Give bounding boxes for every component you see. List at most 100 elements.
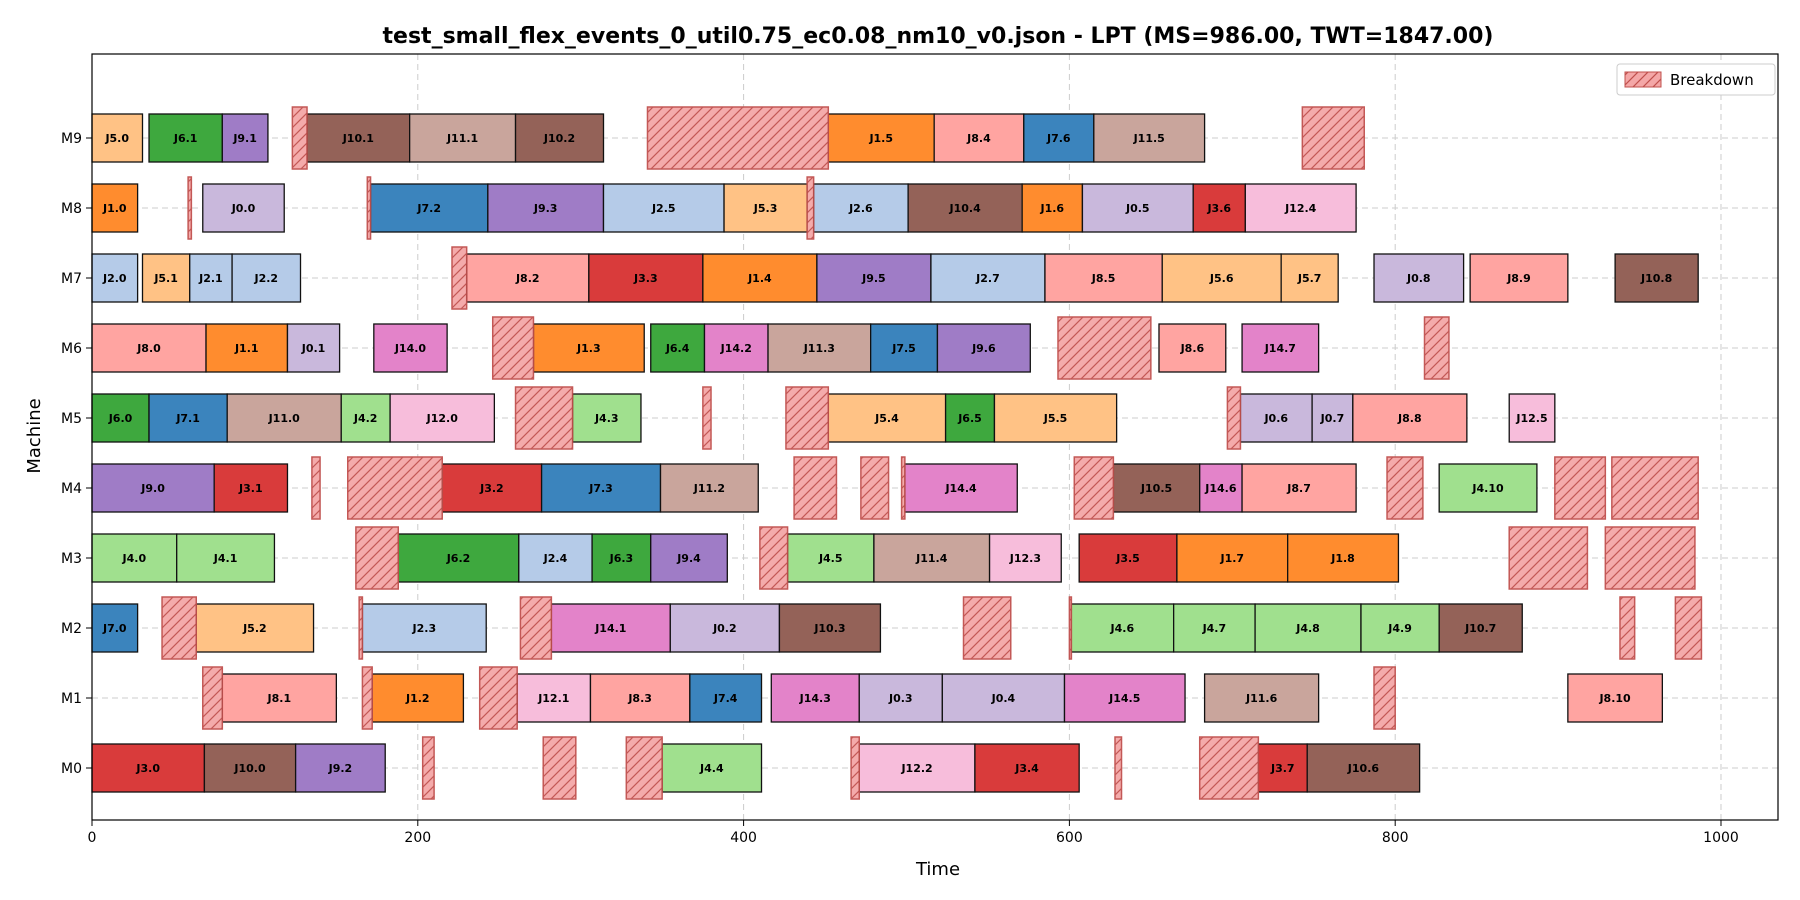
breakdown-bar <box>702 386 712 450</box>
operation-label: J1.0 <box>102 202 127 215</box>
operation-label: J8.5 <box>1091 272 1116 285</box>
operation-bar <box>389 393 496 443</box>
operation-label: J3.0 <box>135 762 160 775</box>
y-tick-label: M1 <box>61 691 82 707</box>
operation-bar <box>1352 393 1468 443</box>
operation-bar <box>1287 533 1400 583</box>
operation-bar <box>669 603 781 653</box>
operation-label: J8.0 <box>136 342 161 355</box>
y-tick-label: M2 <box>61 621 82 637</box>
operation-label: J3.2 <box>479 482 504 495</box>
operation-label: J7.5 <box>891 342 916 355</box>
operation-bar <box>786 533 875 583</box>
operation-label: J11.2 <box>693 482 725 495</box>
breakdown-bar <box>1674 596 1703 660</box>
operation-bar <box>1192 183 1246 233</box>
y-tick-label: M8 <box>61 201 82 217</box>
operation-bar <box>148 113 223 163</box>
operation-label: J1.6 <box>1039 202 1064 215</box>
operation-bar <box>176 533 276 583</box>
operation-bar <box>91 533 178 583</box>
operation-label: J14.4 <box>944 482 977 495</box>
y-tick-label: M6 <box>61 341 82 357</box>
operation-bar <box>702 253 818 303</box>
operation-label: J5.2 <box>242 622 267 635</box>
breakdown-bar <box>806 176 815 240</box>
operation-bar <box>873 533 991 583</box>
operation-bar <box>689 673 763 723</box>
operation-label: J6.1 <box>173 132 198 145</box>
operation-bar <box>91 743 206 793</box>
operation-label: J9.2 <box>328 762 353 775</box>
operation-label: J6.4 <box>665 342 690 355</box>
operation-bar <box>1176 533 1289 583</box>
operation-label: J2.4 <box>543 552 568 565</box>
operation-bar <box>226 393 342 443</box>
operation-label: J1.3 <box>576 342 601 355</box>
operation-bar <box>974 743 1080 793</box>
breakdown-bar <box>625 736 663 800</box>
operation-bar <box>203 743 297 793</box>
operation-label: J12.3 <box>1009 552 1041 565</box>
operation-bar <box>286 323 341 373</box>
operation-label: J8.1 <box>267 692 292 705</box>
operation-bar <box>202 183 285 233</box>
operation-label: J3.1 <box>238 482 263 495</box>
operation-label: J8.3 <box>627 692 652 705</box>
operation-label: J11.6 <box>1245 692 1278 705</box>
breakdown-bar <box>1386 456 1424 520</box>
operation-label: J14.6 <box>1204 482 1237 495</box>
operation-bar <box>944 393 996 443</box>
operation-label: J8.9 <box>1506 272 1531 285</box>
operation-label: J14.1 <box>594 622 626 635</box>
operation-bar <box>770 673 860 723</box>
x-tick-label: 400 <box>730 830 757 846</box>
plot-area: J3.0 J10.0 J9.2 J4.4 J12.2 J3.4 J3.7 J10.6 J8.1 J… <box>61 53 1779 846</box>
operation-label: J5.6 <box>1209 272 1234 285</box>
operation-label: J0.7 <box>1320 412 1345 425</box>
operation-bar <box>141 253 191 303</box>
operation-label: J9.4 <box>676 552 701 565</box>
operation-bar <box>1241 323 1320 373</box>
breakdown-bar <box>202 666 224 730</box>
plot-frame <box>91 53 1779 821</box>
operation-bar <box>1203 673 1320 723</box>
legend-breakdown-swatch <box>1624 71 1662 88</box>
operation-bar <box>1567 673 1663 723</box>
operation-bar <box>602 183 725 233</box>
operation-label: J7.3 <box>588 482 613 495</box>
operation-label: J2.2 <box>254 272 279 285</box>
operation-bar <box>703 323 769 373</box>
operation-bar <box>858 673 943 723</box>
breakdown-bar <box>187 176 193 240</box>
breakdown-bar <box>1068 596 1073 660</box>
operation-label: J14.3 <box>799 692 831 705</box>
operation-bar <box>221 673 337 723</box>
operation-label: J11.0 <box>268 412 301 425</box>
operation-label: J6.2 <box>446 552 471 565</box>
breakdown-bar <box>860 456 890 520</box>
operation-label: J8.7 <box>1286 482 1311 495</box>
operation-bar <box>1199 463 1243 513</box>
operation-bar <box>91 323 207 373</box>
breakdown-bar <box>1373 666 1396 730</box>
breakdown-bar <box>1057 316 1152 380</box>
y-tick-label: M3 <box>61 551 82 567</box>
operation-bar <box>487 183 605 233</box>
operation-bar <box>661 743 763 793</box>
operation-bar <box>988 533 1062 583</box>
operation-bar <box>767 323 872 373</box>
operation-bar <box>1241 463 1357 513</box>
operation-label: J0.3 <box>888 692 913 705</box>
operation-label: J11.5 <box>1133 132 1165 145</box>
operation-label: J12.5 <box>1515 412 1547 425</box>
operation-bar <box>361 603 487 653</box>
x-tick-label: 1000 <box>1703 830 1739 846</box>
operation-bar <box>516 673 592 723</box>
operation-bar <box>205 323 289 373</box>
operation-label: J4.10 <box>1471 482 1504 495</box>
operation-label: J3.7 <box>1270 762 1295 775</box>
breakdown-bar <box>421 736 435 800</box>
operation-label: J2.3 <box>412 622 437 635</box>
